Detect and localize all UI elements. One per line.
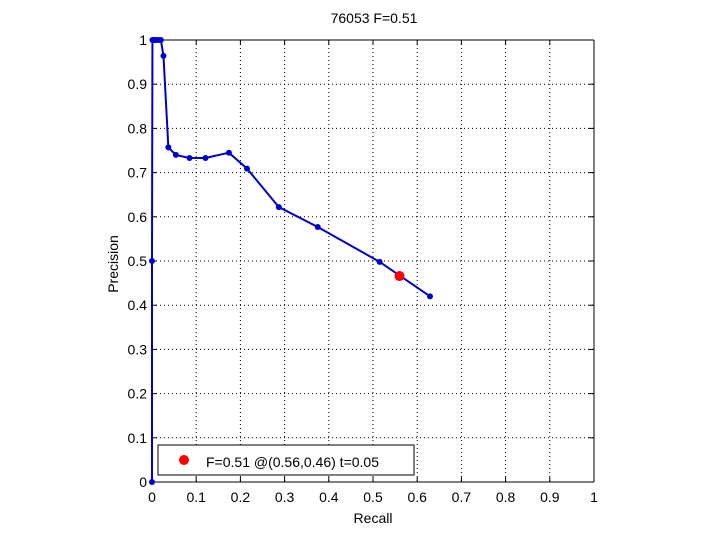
y-tick-label: 0.1 bbox=[128, 430, 148, 446]
pr-point bbox=[225, 149, 232, 156]
y-tick-label: 0.3 bbox=[128, 341, 148, 357]
pr-point bbox=[172, 151, 179, 158]
pr-point bbox=[314, 223, 321, 230]
legend-box: F=0.51 @(0.56,0.46) t=0.05 bbox=[157, 444, 415, 476]
y-tick-label: 0.4 bbox=[128, 297, 148, 313]
y-tick-label: 0.7 bbox=[128, 165, 148, 181]
pr-point bbox=[157, 37, 164, 43]
legend-marker bbox=[179, 455, 189, 465]
pr-point bbox=[427, 293, 434, 300]
highlight-layer bbox=[394, 271, 405, 282]
pr-point bbox=[275, 204, 282, 211]
x-tick-label: 0.2 bbox=[231, 489, 251, 505]
y-tick-label: 0.9 bbox=[128, 76, 148, 92]
legend-label: F=0.51 @(0.56,0.46) t=0.05 bbox=[206, 454, 379, 470]
pr-point bbox=[244, 165, 251, 172]
x-tick-label: 0.7 bbox=[452, 489, 472, 505]
series-layer bbox=[149, 37, 434, 485]
x-tick-label: 1 bbox=[590, 489, 598, 505]
pr-point bbox=[149, 479, 155, 485]
y-axis-label: Precision bbox=[105, 235, 121, 293]
x-tick-label: 0.6 bbox=[407, 489, 427, 505]
x-tick-label: 0.9 bbox=[540, 489, 560, 505]
y-tick-label: 0.5 bbox=[128, 253, 148, 269]
x-tick-label: 0.5 bbox=[363, 489, 383, 505]
x-tick-labels: 0 0.1 0.2 0.3 0.4 0.5 0.6 0.7 0.8 0.9 1 bbox=[148, 489, 598, 505]
y-tick-label: 0.6 bbox=[128, 209, 148, 225]
y-tick-label: 1 bbox=[139, 32, 147, 48]
x-tick-label: 0.4 bbox=[319, 489, 339, 505]
best-f-point bbox=[394, 271, 405, 282]
chart-title: 76053 F=0.51 bbox=[331, 10, 418, 26]
pr-point bbox=[202, 155, 209, 162]
x-tick-label: 0.3 bbox=[275, 489, 295, 505]
pr-point bbox=[149, 258, 155, 264]
x-tick-label: 0.8 bbox=[496, 489, 516, 505]
x-tick-label: 0 bbox=[148, 489, 156, 505]
pr-point bbox=[160, 52, 167, 59]
pr-point bbox=[165, 144, 172, 151]
pr-point bbox=[186, 155, 193, 162]
x-axis-label: Recall bbox=[354, 510, 393, 526]
y-tick-label: 0.8 bbox=[128, 120, 148, 136]
x-tick-label: 0.1 bbox=[186, 489, 206, 505]
y-tick-labels: 0 0.1 0.2 0.3 0.4 0.5 0.6 0.7 0.8 0.9 1 bbox=[128, 32, 148, 490]
pr-point bbox=[376, 258, 383, 265]
y-tick-label: 0.2 bbox=[128, 386, 148, 402]
legend-frame bbox=[157, 444, 415, 476]
y-tick-label: 0 bbox=[139, 474, 147, 490]
